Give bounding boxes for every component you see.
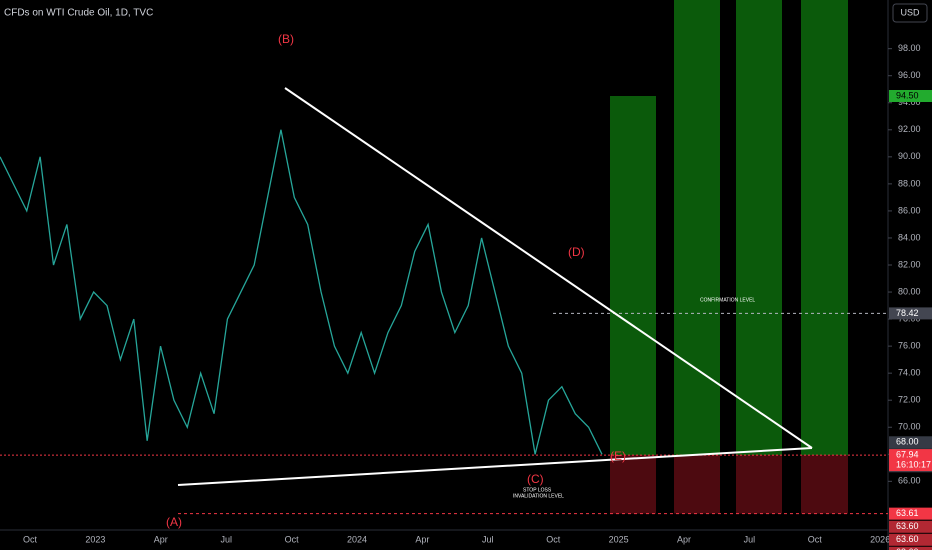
y-tick-label: 66.00 bbox=[898, 476, 921, 486]
y-tick-label: 76.00 bbox=[898, 340, 921, 350]
y-tick-label: 80.00 bbox=[898, 286, 921, 296]
y-tick-label: 88.00 bbox=[898, 178, 921, 188]
price-tag bbox=[889, 307, 932, 320]
price-tag bbox=[889, 507, 932, 520]
x-tick-label: Oct bbox=[546, 534, 561, 544]
price-tag-label: 63.60 bbox=[896, 534, 919, 544]
price-tag bbox=[889, 436, 932, 449]
price-tag-label: 78.42 bbox=[896, 308, 919, 318]
price-tag-label: 63.60 bbox=[896, 547, 919, 550]
price-line bbox=[0, 129, 603, 455]
x-tick-label: Jul bbox=[744, 534, 756, 544]
x-tick-label: 2025 bbox=[609, 534, 629, 544]
loss-zone bbox=[610, 455, 656, 514]
countdown: 16:10:17 bbox=[896, 459, 931, 469]
profit-zone bbox=[736, 0, 782, 456]
annotation: (C) bbox=[527, 472, 544, 486]
x-tick-label: 2026 bbox=[870, 534, 890, 544]
y-tick-label: 84.00 bbox=[898, 232, 921, 242]
annotation: (B) bbox=[278, 32, 294, 46]
annotation: (A) bbox=[166, 515, 182, 529]
trend-line bbox=[177, 447, 813, 486]
annotation: CONFIRMATION LEVEL bbox=[700, 297, 755, 303]
annotation: (D) bbox=[568, 245, 585, 259]
price-tag-label: 63.61 bbox=[896, 508, 919, 518]
currency-box[interactable] bbox=[892, 3, 928, 23]
currency[interactable]: USD bbox=[900, 7, 920, 17]
y-tick-label: 74.00 bbox=[898, 368, 921, 378]
price-tag-label: 63.60 bbox=[896, 521, 919, 531]
x-tick-label: Oct bbox=[23, 534, 38, 544]
y-tick-label: 72.00 bbox=[898, 395, 921, 405]
y-tick-label: 82.00 bbox=[898, 259, 921, 269]
y-tick-label: 98.00 bbox=[898, 43, 921, 53]
profit-zone bbox=[801, 0, 848, 456]
profit-zone bbox=[674, 0, 720, 456]
annotation: (E) bbox=[610, 449, 626, 463]
y-tick-label: 86.00 bbox=[898, 205, 921, 215]
x-tick-label: Jul bbox=[482, 534, 494, 544]
loss-zone bbox=[801, 455, 848, 514]
loss-zone bbox=[736, 455, 782, 514]
x-tick-label: Oct bbox=[808, 534, 823, 544]
x-tick-label: Apr bbox=[677, 534, 691, 544]
price-tag bbox=[889, 520, 932, 533]
x-tick-label: Apr bbox=[415, 534, 429, 544]
profit-zone bbox=[610, 95, 656, 456]
price-tag bbox=[889, 89, 932, 102]
price-tag-label: 67.94 bbox=[896, 449, 919, 459]
loss-zone bbox=[674, 455, 720, 514]
x-tick-label: 2023 bbox=[85, 534, 105, 544]
y-tick-label: 92.00 bbox=[898, 124, 921, 134]
price-tag bbox=[889, 449, 932, 472]
x-tick-label: Oct bbox=[285, 534, 300, 544]
chart-title: CFDs on WTI Crude Oil, 1D, TVC bbox=[4, 8, 153, 19]
x-tick-label: Jul bbox=[220, 534, 232, 544]
y-tick-label: 70.00 bbox=[898, 422, 921, 432]
price-tag-label: 68.00 bbox=[896, 437, 919, 447]
x-tick-label: Apr bbox=[154, 534, 168, 544]
price-tag bbox=[889, 533, 932, 546]
annotation: STOP LOSS bbox=[523, 487, 552, 493]
y-tick-label: 96.00 bbox=[898, 70, 921, 80]
y-tick-label: 90.00 bbox=[898, 151, 921, 161]
trend-line bbox=[284, 87, 813, 449]
price-tag bbox=[889, 546, 932, 550]
price-tag-label: 94.50 bbox=[896, 90, 919, 100]
x-tick-label: 2024 bbox=[347, 534, 367, 544]
annotation: INVALIDATION LEVEL bbox=[513, 493, 564, 499]
y-tick-label: 94.00 bbox=[898, 97, 921, 107]
